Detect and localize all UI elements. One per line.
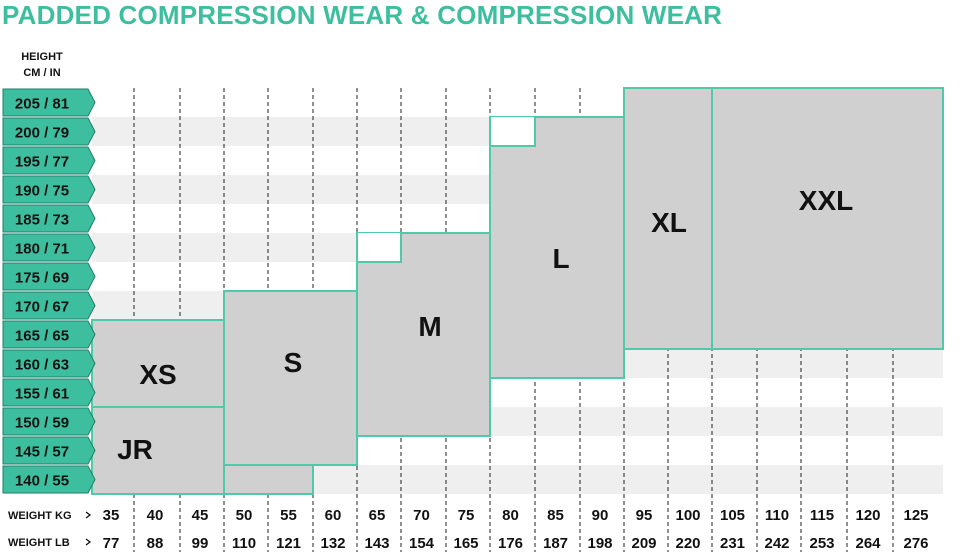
- height-tick-label-bg: [2, 436, 96, 465]
- height-tick-label-bg: [2, 407, 96, 436]
- chart-title: PADDED COMPRESSION WEAR & COMPRESSION WE…: [2, 0, 723, 30]
- size-box-xxl: [711, 87, 944, 350]
- height-tick-label: 170 / 67: [15, 299, 69, 316]
- grid-clear: [491, 117, 535, 145]
- height-tick-label: 175 / 69: [15, 270, 69, 287]
- weight-lb-tick-label: 264: [855, 535, 881, 552]
- height-tick-label: 185 / 73: [15, 212, 69, 229]
- height-tick-label: 200 / 79: [15, 125, 69, 142]
- height-tick-label: 155 / 61: [15, 386, 69, 403]
- height-tick-label: 165 / 65: [15, 328, 69, 345]
- height-tick-label-bg: [2, 233, 96, 262]
- weight-lb-tick-label: 165: [453, 535, 478, 552]
- height-tick-label-bg: [2, 88, 96, 117]
- size-label-xs: XS: [139, 359, 176, 390]
- weight-kg-axis-label: WEIGHT KG: [8, 510, 72, 522]
- weight-lb-tick-label: 253: [809, 535, 834, 552]
- weight-kg-tick-label: 115: [810, 507, 834, 524]
- weight-kg-tick-label: 80: [502, 507, 519, 524]
- height-tick-label-bg: [2, 262, 96, 291]
- height-tick-label-bg: [2, 378, 96, 407]
- height-tick-label: 180 / 71: [15, 241, 69, 258]
- weight-kg-tick-label: 75: [458, 507, 475, 524]
- weight-lb-tick-label: 77: [103, 535, 120, 552]
- height-tick-label: 150 / 59: [15, 415, 69, 432]
- weight-kg-tick-label: 50: [236, 507, 253, 524]
- height-axis-unit: CM / IN: [23, 67, 60, 79]
- weight-lb-axis-label: WEIGHT LB: [8, 537, 70, 549]
- weight-lb-tick-label: 132: [320, 535, 345, 552]
- size-label-s: S: [284, 347, 303, 378]
- weight-kg-tick-label: 110: [765, 507, 789, 524]
- weight-lb-tick-label: 231: [720, 535, 745, 552]
- weight-lb-tick-label: 187: [543, 535, 568, 552]
- weight-kg-tick-label: 125: [903, 507, 928, 524]
- chevron-right-icon: [85, 538, 92, 546]
- height-tick-label-bg: [2, 117, 96, 146]
- weight-kg-tick-label: 45: [192, 507, 209, 524]
- chevron-right-icon: [85, 511, 92, 519]
- size-label-xxl: XXL: [799, 185, 853, 216]
- weight-kg-tick-label: 100: [675, 507, 700, 524]
- weight-lb-tick-label: 198: [587, 535, 612, 552]
- height-tick-label: 205 / 81: [15, 96, 69, 113]
- height-axis-label: HEIGHT: [21, 51, 63, 63]
- height-tick-label-bg: [2, 175, 96, 204]
- height-tick-label-bg: [2, 204, 96, 233]
- weight-kg-tick-label: 55: [280, 507, 297, 524]
- size-label-l: L: [552, 243, 569, 274]
- height-tick-label: 140 / 55: [15, 473, 69, 490]
- weight-lb-tick-label: 176: [498, 535, 523, 552]
- weight-kg-tick-label: 65: [369, 507, 386, 524]
- weight-lb-tick-label: 154: [409, 535, 435, 552]
- size-label-m: M: [418, 311, 441, 342]
- height-tick-label: 190 / 75: [15, 183, 69, 200]
- size-box-m: [356, 232, 491, 437]
- size-box-l-edge: [490, 117, 536, 147]
- size-box-m-edge: [357, 233, 402, 263]
- height-tick-label-bg: [2, 320, 96, 349]
- weight-lb-tick-label: 99: [192, 535, 209, 552]
- weight-kg-tick-label: 40: [147, 507, 164, 524]
- weight-kg-tick-label: 60: [325, 507, 342, 524]
- weight-kg-tick-label: 90: [592, 507, 609, 524]
- weight-kg-tick-label: 85: [547, 507, 564, 524]
- size-box-jr: [91, 406, 225, 495]
- height-tick-label: 195 / 77: [15, 154, 69, 171]
- size-label-jr: JR: [117, 434, 153, 465]
- weight-lb-tick-label: 242: [764, 535, 789, 552]
- weight-lb-tick-label: 121: [276, 535, 301, 552]
- weight-lb-tick-label: 110: [232, 535, 256, 552]
- weight-kg-tick-label: 120: [855, 507, 880, 524]
- size-label-xl: XL: [651, 207, 687, 238]
- weight-lb-tick-label: 143: [364, 535, 389, 552]
- height-tick-label-bg: [2, 291, 96, 320]
- weight-lb-tick-label: 276: [903, 535, 928, 552]
- height-tick-label: 145 / 57: [15, 444, 69, 461]
- height-tick-label-bg: [2, 465, 96, 494]
- weight-kg-tick-label: 35: [103, 507, 120, 524]
- weight-lb-tick-label: 220: [675, 535, 700, 552]
- weight-kg-tick-label: 105: [720, 507, 745, 524]
- height-tick-label-bg: [2, 349, 96, 378]
- weight-kg-tick-label: 70: [413, 507, 430, 524]
- size-box-xl: [623, 87, 713, 350]
- size-box-s: [223, 290, 358, 466]
- height-tick-label-bg: [2, 146, 96, 175]
- weight-lb-tick-label: 88: [147, 535, 164, 552]
- size-box-l: [489, 116, 625, 379]
- weight-kg-tick-label: 95: [636, 507, 653, 524]
- height-tick-label: 160 / 63: [15, 357, 69, 374]
- weight-lb-tick-label: 209: [631, 535, 656, 552]
- grid-clear: [358, 233, 401, 262]
